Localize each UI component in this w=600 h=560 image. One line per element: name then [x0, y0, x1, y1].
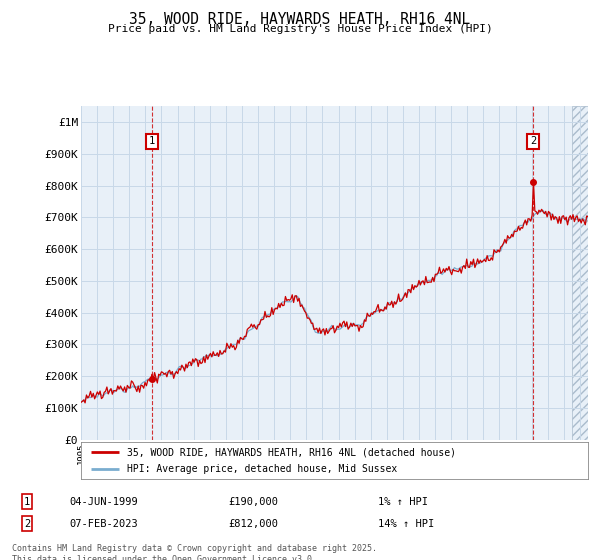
Text: 35, WOOD RIDE, HAYWARDS HEATH, RH16 4NL: 35, WOOD RIDE, HAYWARDS HEATH, RH16 4NL — [130, 12, 470, 27]
Text: 1: 1 — [149, 136, 155, 146]
Text: 1% ↑ HPI: 1% ↑ HPI — [378, 497, 428, 507]
Text: 1: 1 — [24, 497, 30, 507]
Text: £190,000: £190,000 — [228, 497, 278, 507]
Text: £812,000: £812,000 — [228, 519, 278, 529]
Text: 04-JUN-1999: 04-JUN-1999 — [69, 497, 138, 507]
Text: 2: 2 — [24, 519, 30, 529]
Text: 14% ↑ HPI: 14% ↑ HPI — [378, 519, 434, 529]
Text: Price paid vs. HM Land Registry's House Price Index (HPI): Price paid vs. HM Land Registry's House … — [107, 24, 493, 34]
Text: HPI: Average price, detached house, Mid Sussex: HPI: Average price, detached house, Mid … — [127, 464, 397, 474]
Text: 2: 2 — [530, 136, 536, 146]
Text: 07-FEB-2023: 07-FEB-2023 — [69, 519, 138, 529]
Text: Contains HM Land Registry data © Crown copyright and database right 2025.
This d: Contains HM Land Registry data © Crown c… — [12, 544, 377, 560]
Text: 35, WOOD RIDE, HAYWARDS HEATH, RH16 4NL (detached house): 35, WOOD RIDE, HAYWARDS HEATH, RH16 4NL … — [127, 447, 455, 457]
